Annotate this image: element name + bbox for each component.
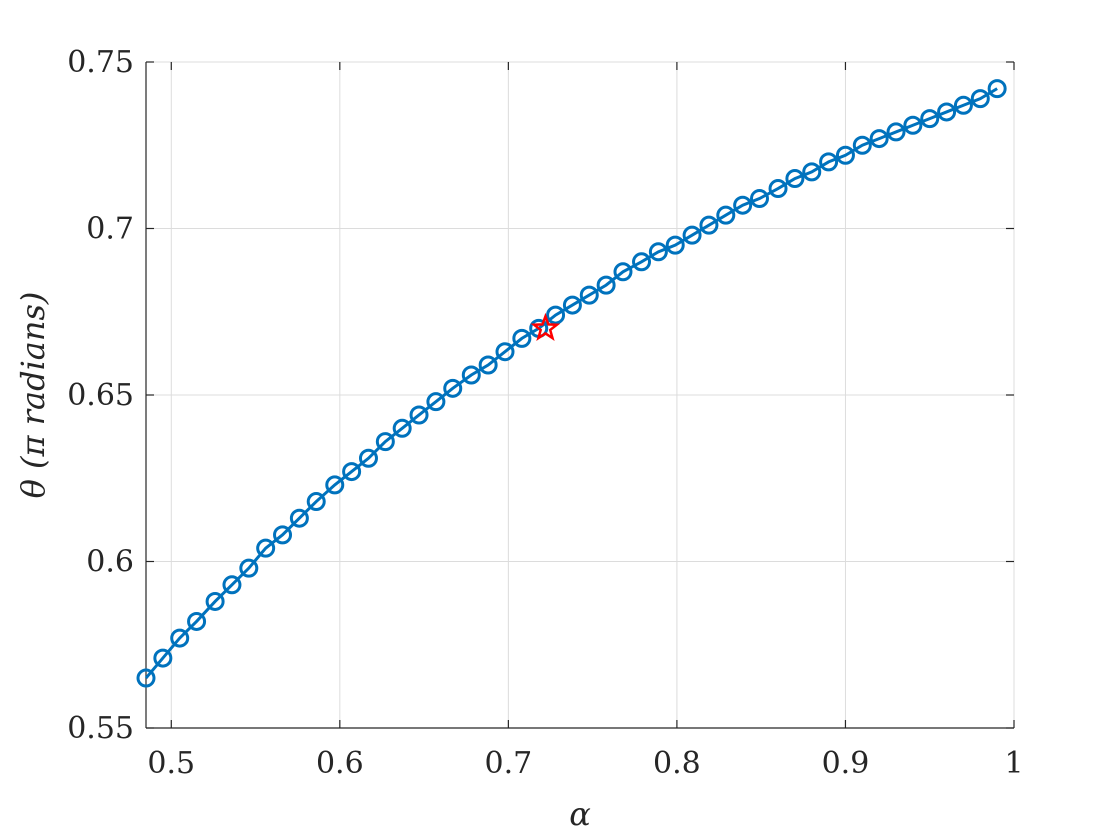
data-point — [802, 162, 822, 182]
y-tick-label: 0.65 — [67, 378, 134, 413]
data-point — [239, 558, 259, 578]
y-tick-labels: 0.55 0.6 0.65 0.7 0.75 — [67, 45, 134, 746]
data-point — [937, 102, 957, 122]
data-point — [613, 262, 633, 282]
data-point — [749, 189, 769, 209]
y-tick-label: 0.55 — [67, 711, 134, 746]
x-tick-label: 0.5 — [147, 746, 195, 781]
data-point — [187, 611, 207, 631]
data-point — [852, 135, 872, 155]
data-point — [920, 109, 940, 129]
y-tick-label: 0.75 — [67, 45, 134, 80]
axes — [145, 61, 1015, 729]
data-point — [136, 668, 156, 688]
data-point — [886, 122, 906, 142]
data-point — [953, 95, 973, 115]
x-tick-label: 0.7 — [485, 746, 533, 781]
data-point — [289, 508, 309, 528]
data-point — [478, 355, 498, 375]
data-point — [682, 225, 702, 245]
data-point — [273, 525, 293, 545]
data-point — [306, 492, 326, 512]
data-point — [170, 628, 190, 648]
data-point — [358, 448, 378, 468]
data-point — [733, 195, 753, 215]
x-tick-label: 1 — [1004, 746, 1023, 781]
series-group — [136, 79, 1007, 688]
data-point — [699, 215, 719, 235]
x-tick-label: 0.8 — [653, 746, 701, 781]
data-point — [903, 115, 923, 135]
data-point — [461, 365, 481, 385]
data-point — [325, 475, 345, 495]
data-point — [665, 235, 685, 255]
data-point — [768, 179, 788, 199]
data-point — [512, 328, 532, 348]
data-point — [495, 342, 515, 362]
data-point — [546, 305, 566, 325]
data-point — [256, 538, 276, 558]
data-point — [716, 205, 736, 225]
x-tick-label: 0.9 — [822, 746, 870, 781]
data-point — [819, 152, 839, 172]
y-tick-label: 0.7 — [86, 212, 134, 247]
data-point — [222, 575, 242, 595]
highlight-star-point — [530, 312, 561, 342]
data-point — [205, 591, 225, 611]
data-point — [648, 242, 668, 262]
data-point — [375, 432, 395, 452]
data-point — [970, 89, 990, 109]
data-point — [562, 295, 582, 315]
x-tick-label: 0.6 — [316, 746, 364, 781]
data-point — [392, 418, 412, 438]
x-tick-labels: 0.5 0.6 0.7 0.8 0.9 1 — [147, 746, 1023, 781]
x-axis-label: α — [569, 795, 591, 833]
data-point — [785, 169, 805, 189]
y-tick-label: 0.6 — [86, 545, 134, 580]
data-point — [869, 129, 889, 149]
data-point — [409, 405, 429, 425]
data-point — [596, 275, 616, 295]
y-axis-label: θ (π radians) — [14, 292, 52, 499]
data-point — [835, 145, 855, 165]
data-point — [987, 79, 1007, 99]
data-point — [426, 392, 446, 412]
data-point — [579, 285, 599, 305]
grid — [146, 61, 1015, 729]
data-point — [153, 648, 173, 668]
data-point — [632, 252, 652, 272]
data-point — [342, 462, 362, 482]
data-point — [443, 378, 463, 398]
